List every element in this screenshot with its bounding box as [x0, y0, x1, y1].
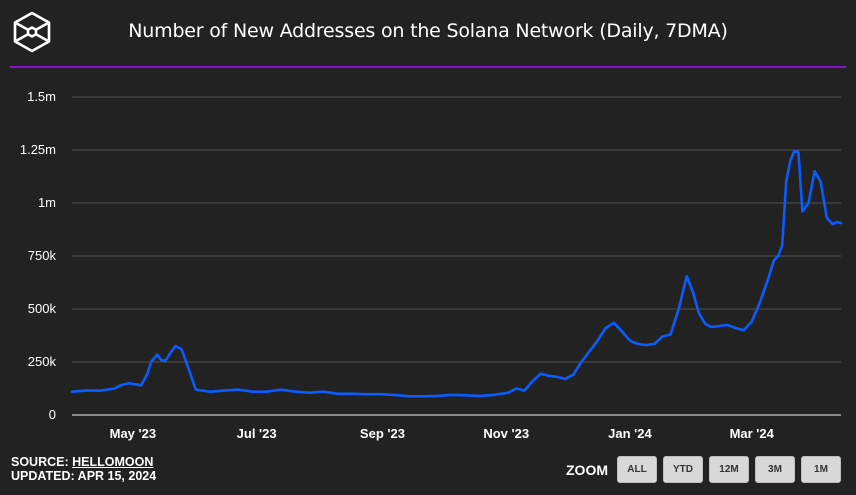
y-tick-label: 250k — [27, 354, 56, 369]
source-link-hellomoon[interactable]: HELLOMOON — [72, 455, 154, 469]
zoom-1m-button[interactable]: 1M — [801, 456, 841, 483]
y-tick-label: 500k — [27, 301, 56, 316]
gridlines — [72, 96, 841, 416]
source-label: SOURCE: — [11, 455, 69, 469]
zoom-12m-button[interactable]: 12M — [709, 456, 749, 483]
zoom-all-button[interactable]: ALL — [617, 456, 657, 483]
x-tick-label: Jul '23 — [236, 426, 277, 441]
y-tick-label: 1.25m — [19, 142, 56, 157]
hexagon-cube-logo-icon — [13, 11, 51, 53]
x-tick-label: Sep '23 — [359, 426, 405, 441]
title-divider — [10, 66, 846, 68]
chart-title: Number of New Addresses on the Solana Ne… — [128, 20, 728, 42]
series-line-new-addresses — [70, 149, 843, 398]
x-tick-label: Nov '23 — [483, 426, 530, 441]
zoom-ytd-button[interactable]: YTD — [663, 456, 703, 483]
x-tick-label: Jan '24 — [608, 426, 652, 441]
x-tick-label: Mar '24 — [729, 426, 774, 441]
x-tick-label: May '23 — [109, 426, 157, 441]
footer-source: SOURCE: HELLOMOON UPDATED: APR 15, 2024 — [11, 455, 156, 483]
updated-date: UPDATED: APR 15, 2024 — [11, 469, 157, 483]
zoom-3m-button[interactable]: 3M — [755, 456, 795, 483]
zoom-label: ZOOM — [566, 462, 608, 478]
y-tick-label: 0 — [48, 407, 56, 422]
y-tick-label: 1m — [37, 195, 56, 210]
y-tick-label: 1.5m — [27, 89, 56, 104]
y-tick-label: 750k — [27, 248, 56, 263]
